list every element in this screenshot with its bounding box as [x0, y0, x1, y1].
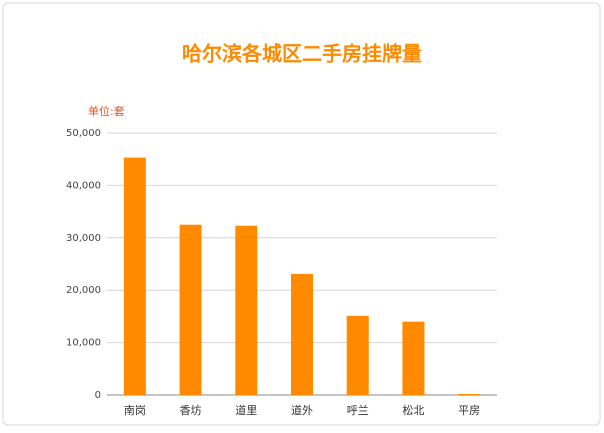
bar: [235, 225, 258, 395]
bar: [123, 157, 146, 395]
y-tick-label: 30,000: [66, 233, 101, 244]
x-tick-label: 道外: [291, 403, 313, 417]
x-tick-label: 呼兰: [347, 404, 369, 417]
x-tick-label: 香坊: [180, 403, 202, 417]
y-tick-label: 50,000: [66, 128, 101, 139]
bar: [402, 321, 425, 395]
unit-label: 单位:套: [88, 104, 125, 118]
bar: [179, 224, 202, 395]
bar: [291, 273, 313, 395]
bar: [458, 393, 481, 395]
y-tick-label: 20,000: [66, 285, 101, 296]
x-tick-label: 道里: [235, 403, 257, 417]
frame: [2, 2, 601, 426]
y-tick-label: 10,000: [66, 338, 101, 349]
x-tick-label: 平房: [458, 404, 480, 417]
chart-title: 哈尔滨各城区二手房挂牌量: [182, 42, 422, 66]
y-tick-label: 0: [95, 390, 101, 401]
x-tick-label: 南岗: [124, 404, 146, 417]
x-tick-label: 松北: [402, 403, 424, 417]
y-tick-label: 40,000: [66, 180, 101, 191]
bar: [346, 315, 369, 395]
